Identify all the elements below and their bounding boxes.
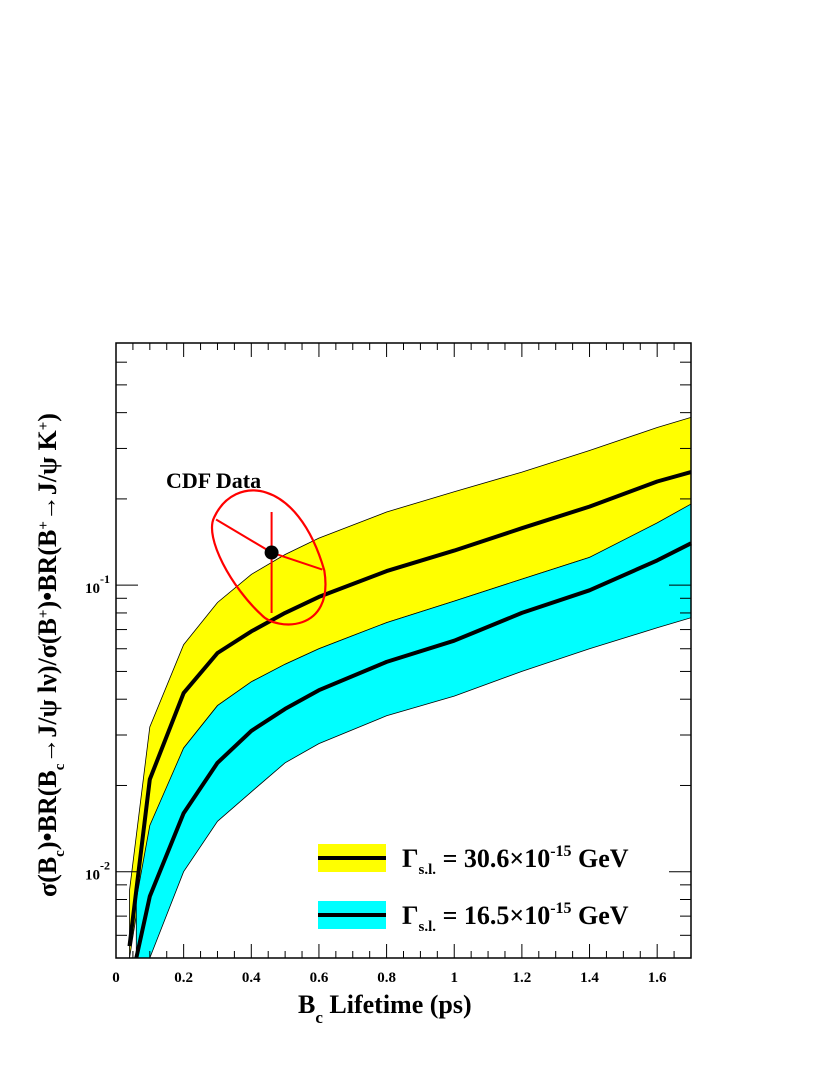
x-tick-label: 1.6 [648,970,667,986]
x-tick-label: 0.8 [377,970,396,986]
cdf-x-error-bar-right [271,551,323,571]
cdf-contour [211,489,327,626]
tick-labels: 0 0.2 0.4 0.6 0.8 1 1.2 1.4 1.6 10-1 10-2 [85,572,667,986]
cdf-x-error-bar-left [215,518,273,554]
y-tick-label: 10-1 [85,572,110,597]
x-tick-label: 0.6 [310,970,329,986]
x-tick-label: 0.2 [174,970,193,986]
x-axis-title: Bc Lifetime (ps) [298,990,472,1027]
legend: Γs.l. = 30.6×10-15 GeV Γs.l. = 16.5×10-15… [318,843,629,935]
y-axis-title: σ(Bc)•BR(Bc→J/ψ lν)/σ(B+)•BR(B+→J/ψ K+) [33,413,68,897]
legend-label-1: Γs.l. = 30.6×10-15 GeV [402,843,629,878]
cdf-data-label: CDF Data [166,468,261,493]
cdf-data-layer [211,489,327,626]
cdf-data-point [264,545,279,560]
central-lines-layer [127,470,692,959]
x-tick-label: 0 [112,970,120,986]
x-tick-label: 1.4 [580,970,599,986]
axis-ticks [115,342,692,959]
legend-label-2: Γs.l. = 16.5×10-15 GeV [402,900,629,935]
y-tick-label: 10-2 [85,859,110,884]
x-tick-label: 1 [450,970,458,986]
x-tick-label: 0.4 [242,970,261,986]
central-line-2 [134,541,692,959]
x-tick-label: 1.2 [513,970,532,986]
central-line-1 [127,470,692,947]
